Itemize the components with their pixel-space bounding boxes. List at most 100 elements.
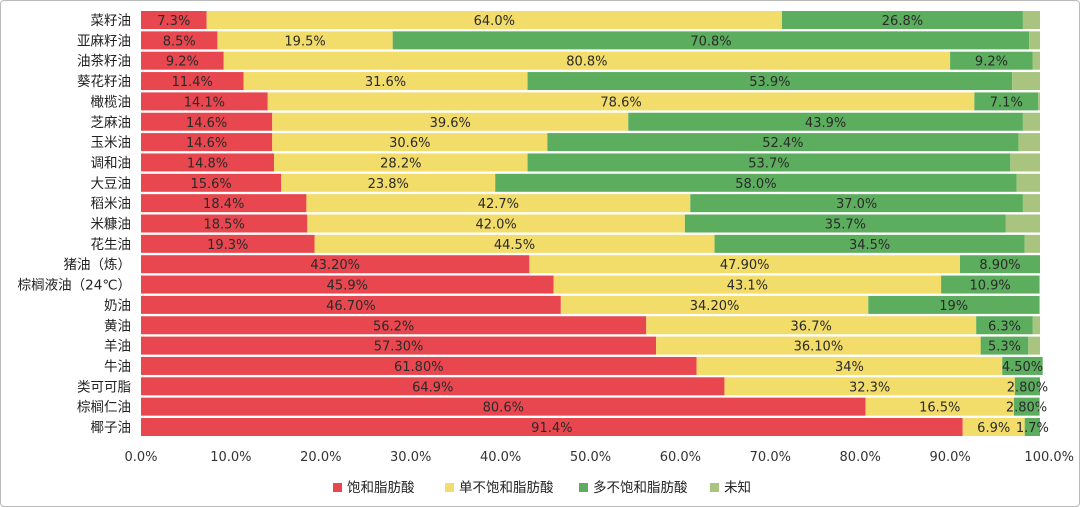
bar-segment-unknown (1022, 112, 1040, 131)
legend-item-unknown: 未知 (710, 479, 751, 496)
bar-segment-saturated (141, 51, 224, 70)
data-label-monounsaturated: 80.8% (566, 55, 607, 70)
bar-segment-saturated (141, 397, 866, 416)
bar-segment-polyunsaturated (974, 92, 1039, 111)
data-label-polyunsaturated: 4.50% (1002, 360, 1043, 375)
data-label-monounsaturated: 34.20% (690, 299, 740, 314)
data-label-polyunsaturated: 9.2% (975, 55, 1008, 70)
data-label-polyunsaturated: 26.8% (882, 14, 923, 29)
data-label-polyunsaturated: 5.3% (988, 340, 1021, 355)
bar-segment-saturated (141, 11, 207, 29)
bar-segment-saturated (141, 255, 530, 274)
bars-group: 7.3% 64.0% 26.8% 8.5% 19.5% 70.8% 9.2% 80.8% 9.2… (141, 11, 1049, 436)
data-label-monounsaturated: 42.7% (478, 197, 519, 212)
data-label-saturated: 11.4% (172, 75, 213, 90)
bar-segment-saturated (141, 275, 554, 294)
bar-segment-polyunsaturated (1024, 418, 1040, 436)
legend-item-saturated: 饱和脂肪酸 (333, 480, 415, 496)
bar-segment-monounsaturated (560, 295, 869, 314)
bar-segment-polyunsaturated (781, 11, 1023, 29)
category-label: 调和油 (91, 155, 132, 171)
data-label-saturated: 18.4% (203, 197, 244, 212)
bar-segment-saturated (141, 31, 218, 50)
bar-segment-monounsaturated (274, 153, 528, 172)
category-label: 花生油 (91, 237, 132, 253)
x-axis: 0.0% 10.0% 20.0% 30.0% 40.0% 50.0% 60.0% 70.0% 8… (124, 450, 1074, 465)
bar-segment-unknown (1032, 51, 1040, 70)
bar-segment-unknown (1005, 214, 1040, 233)
bar-segment-saturated (141, 173, 282, 192)
bar-segment-monounsaturated (553, 275, 942, 294)
bar-segment-saturated (141, 72, 244, 91)
bar-segment-monounsaturated (281, 173, 496, 192)
bar-segment-unknown (1039, 397, 1040, 416)
data-label-saturated: 64.9% (412, 380, 453, 395)
data-label-monounsaturated: 36.10% (794, 340, 844, 355)
category-label: 类可可脂 (77, 379, 131, 395)
legend-label: 饱和脂肪酸 (347, 480, 415, 496)
bar-segment-polyunsaturated (868, 295, 1040, 314)
bar-segment-polyunsaturated (527, 72, 1013, 91)
bar-segment-saturated (141, 133, 273, 152)
data-label-saturated: 14.8% (187, 156, 228, 171)
data-label-polyunsaturated: 34.5% (849, 238, 890, 253)
data-label-saturated: 56.2% (373, 319, 414, 334)
bar-segment-monounsaturated (306, 194, 691, 213)
bar-segment-unknown (1012, 72, 1040, 91)
bar-segment-monounsaturated (307, 214, 685, 233)
x-tick-label: 60.0% (660, 450, 701, 465)
data-label-polyunsaturated: 52.4% (762, 136, 803, 151)
data-label-monounsaturated: 16.5% (919, 401, 960, 416)
category-label: 亚麻籽油 (77, 33, 131, 49)
data-label-polyunsaturated: 58.0% (735, 177, 776, 192)
data-label-saturated: 91.4% (531, 421, 572, 436)
bar-segment-monounsaturated (656, 336, 981, 355)
bar-segment-monounsaturated (217, 31, 393, 50)
bar-segment-monounsaturated (865, 397, 1014, 416)
data-label-polyunsaturated: 2.80% (1007, 380, 1048, 395)
x-tick-label: 100.0% (1024, 450, 1074, 465)
data-label-polyunsaturated: 53.7% (748, 156, 789, 171)
bar-segment-unknown (1022, 11, 1040, 29)
category-label: 棕榈液油（24℃） (18, 278, 131, 294)
x-tick-label: 30.0% (390, 450, 431, 465)
bar-segment-polyunsaturated (392, 31, 1030, 50)
bar-segment-saturated (141, 295, 561, 314)
bar-segment-polyunsaturated (959, 255, 1040, 274)
bar-segment-unknown (1028, 336, 1040, 355)
data-label-saturated: 7.3% (157, 14, 190, 29)
bar-segment-saturated (141, 336, 657, 355)
bar-segment-unknown (1016, 173, 1040, 192)
category-label: 芝麻油 (91, 115, 132, 131)
x-tick-label: 70.0% (750, 450, 791, 465)
legend-label: 单不饱和脂肪酸 (459, 480, 554, 496)
bar-segment-polyunsaturated (1002, 356, 1043, 375)
data-label-polyunsaturated: 10.9% (969, 279, 1010, 294)
bar-segment-saturated (141, 112, 273, 131)
bar-segment-saturated (141, 234, 315, 253)
data-label-saturated: 14.6% (186, 136, 227, 151)
category-label: 大豆油 (91, 176, 132, 192)
bar-segment-monounsaturated (724, 377, 1015, 396)
x-tick-label: 80.0% (840, 450, 881, 465)
data-label-monounsaturated: 78.6% (600, 95, 641, 110)
bar-segment-polyunsaturated (950, 51, 1033, 70)
data-label-monounsaturated: 43.1% (727, 279, 768, 294)
bar-segment-unknown (1018, 133, 1040, 152)
data-label-polyunsaturated: 2.80% (1006, 401, 1047, 416)
bar-segment-polyunsaturated (527, 153, 1011, 172)
legend-label: 多不饱和脂肪酸 (593, 479, 688, 496)
x-tick-label: 40.0% (480, 450, 521, 465)
legend-swatch (579, 483, 588, 492)
bar-segment-unknown (1039, 295, 1040, 314)
data-label-monounsaturated: 42.0% (475, 218, 516, 233)
bar-segment-monounsaturated (962, 418, 1025, 436)
bar-segment-unknown (1029, 31, 1040, 50)
data-label-monounsaturated: 6.9% (977, 421, 1010, 436)
legend-item-polyunsaturated: 多不饱和脂肪酸 (579, 479, 688, 496)
data-label-monounsaturated: 34% (835, 360, 864, 375)
bar-segment-unknown (1039, 275, 1040, 294)
data-label-monounsaturated: 36.7% (791, 319, 832, 334)
data-label-monounsaturated: 44.5% (494, 238, 535, 253)
data-label-monounsaturated: 47.90% (720, 258, 770, 273)
